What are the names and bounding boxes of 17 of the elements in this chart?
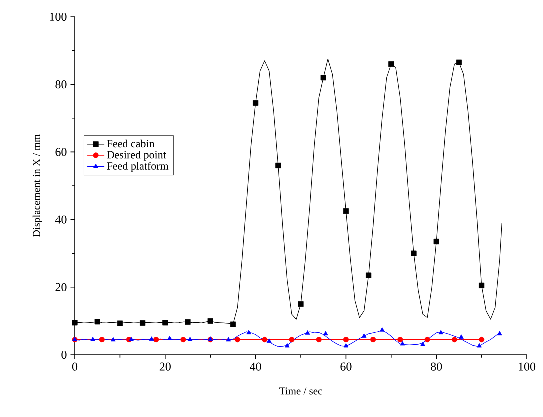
y-tick-label: 100	[50, 12, 67, 22]
legend-label: Feed platform	[107, 162, 169, 172]
x-tick-label: 20	[160, 362, 171, 371]
x-tick-label: 0	[72, 362, 78, 371]
legend-label: Desired point	[107, 150, 166, 161]
x-tick-label: 100	[519, 362, 536, 371]
y-tick-label: 40	[55, 216, 67, 224]
y-tick-label: 20	[56, 283, 67, 292]
x-tick-label: 40	[250, 362, 262, 371]
x-tick-label: 60	[340, 362, 352, 371]
y-axis-title: Displacement in X / mm	[32, 134, 42, 238]
y-tick-label: 0	[62, 350, 67, 360]
y-tick-label: 80	[56, 80, 67, 89]
legend-label: Feed cabin	[107, 140, 155, 148]
x-axis-title: Time / sec	[280, 388, 322, 395]
x-tick-label: 80	[431, 362, 442, 371]
y-tick-label: 60	[56, 148, 67, 156]
